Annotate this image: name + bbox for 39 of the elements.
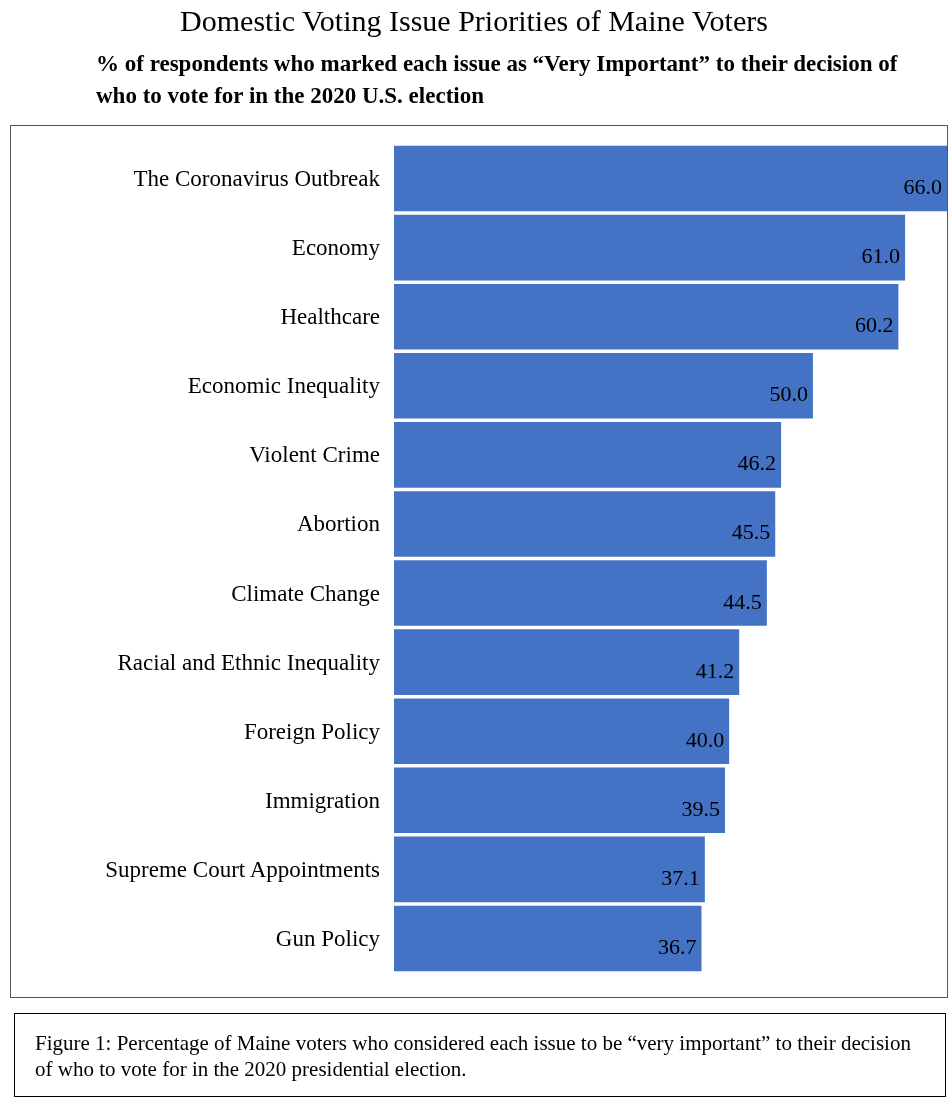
data-label: 45.5: [731, 519, 771, 545]
bar: [394, 836, 705, 903]
y-tick-label: The Coronavirus Outbreak: [133, 166, 381, 192]
data-label: 36.7: [658, 933, 697, 959]
data-label: 60.2: [854, 312, 894, 338]
chart-subtitle: % of respondents who marked each issue as “Very Important” to their decision of who to vote for in the 2020 U.S. election: [96, 50, 899, 110]
bar: [394, 214, 906, 281]
y-tick-label: Violent Crime: [249, 442, 380, 468]
bar: [394, 422, 782, 488]
data-label: 66.0: [903, 174, 942, 200]
bar: [394, 767, 725, 834]
bar: [394, 352, 813, 419]
y-tick-label: Racial and Ethnic Inequality: [117, 649, 381, 675]
y-tick-label: Foreign Policy: [243, 718, 381, 744]
bar: [394, 145, 947, 212]
y-tick-label: Economic Inequality: [187, 373, 381, 399]
data-label: 46.2: [737, 450, 777, 476]
y-tick-label: Healthcare: [280, 304, 380, 330]
y-tick-label: Economy: [291, 235, 381, 261]
data-label: 50.0: [769, 381, 808, 407]
y-tick-label: Climate Change: [231, 580, 380, 606]
y-tick-label: Abortion: [296, 511, 381, 537]
data-label: 39.5: [681, 795, 720, 821]
bar: [394, 698, 730, 765]
caption: Figure 1: Percentage of Maine voters who considered each issue to be “very important” to their decision of who to vote for in the 2020 presidential election.: [35, 1030, 912, 1082]
bar: [394, 283, 899, 350]
y-tick-label: Supreme Court Appointments: [105, 856, 381, 882]
bar: [394, 629, 740, 695]
bar: [394, 905, 702, 972]
data-label: 37.1: [661, 864, 700, 890]
bar: [394, 560, 767, 626]
data-label: 61.0: [861, 243, 901, 269]
y-tick-label: Gun Policy: [275, 925, 381, 951]
chart-title: Domestic Voting Issue Priorities of Maine Voters: [179, 4, 769, 38]
y-tick-label: Immigration: [265, 787, 381, 813]
data-label: 44.5: [723, 588, 762, 614]
bar: [394, 491, 776, 557]
data-label: 41.2: [695, 657, 735, 683]
data-label: 40.0: [685, 726, 725, 752]
